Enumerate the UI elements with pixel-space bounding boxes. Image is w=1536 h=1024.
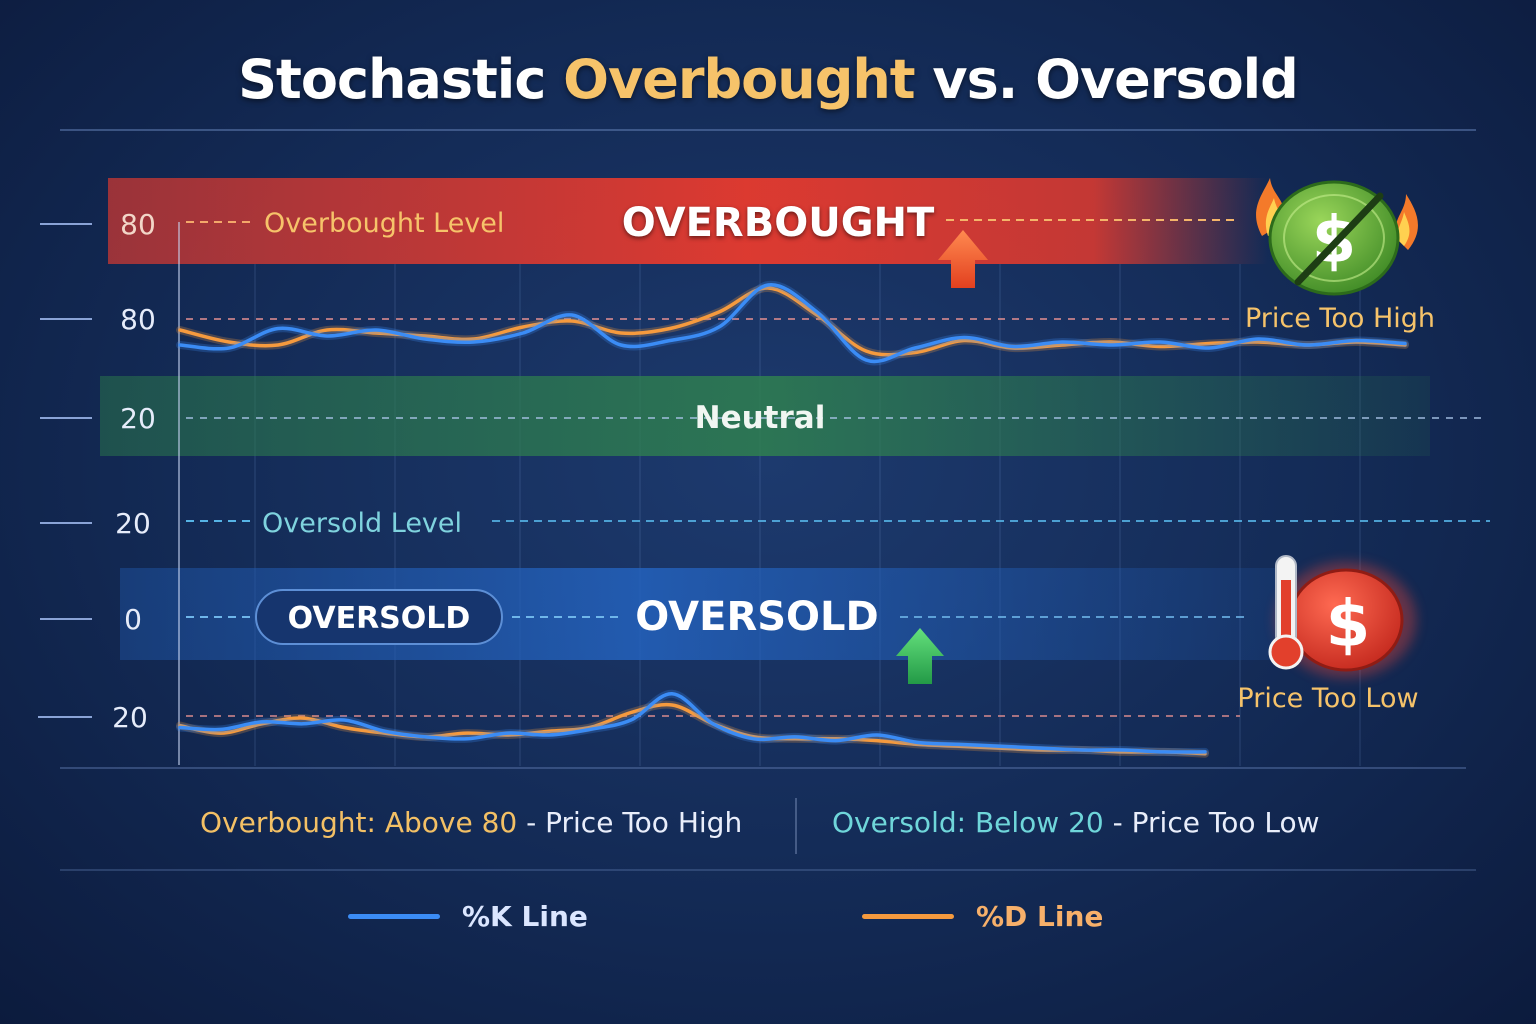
legend-d-line: %D Line: [862, 896, 1103, 936]
y-tick-label: 0: [124, 603, 142, 636]
k-line-glow-upper: [176, 280, 1409, 366]
summary-divider: [795, 798, 797, 854]
price-too-low-label: Price Too Low: [1237, 683, 1418, 714]
overbought-level-label: Overbought Level: [264, 208, 504, 239]
d-line-series-upper: [178, 286, 1407, 357]
overbought-summary-rest: - Price Too High: [517, 806, 743, 839]
legend-d-swatch: [862, 913, 954, 919]
oversold-summary-rest: - Price Too Low: [1103, 806, 1320, 839]
series-layer: [176, 280, 1409, 758]
oversold-badge: [255, 589, 503, 645]
y-tick-label: 20: [112, 701, 148, 734]
oversold-banner: OVERSOLD: [635, 594, 879, 640]
legend-k-swatch: [348, 913, 440, 919]
title-part-1: Stochastic: [238, 48, 564, 111]
legend-k-line: %K Line: [348, 896, 588, 936]
neutral-label: Neutral: [695, 400, 826, 436]
d-line-series-lower: [178, 702, 1207, 756]
up-arrow-icon: [938, 230, 988, 288]
overbought-summary-key: Overbought: Above 80: [200, 806, 518, 839]
y-tick-label: 80: [120, 303, 156, 336]
k-line-series-upper: [178, 283, 1407, 364]
y-tick-label: 20: [115, 507, 151, 540]
y-tick-label: 20: [120, 402, 156, 435]
oversold-summary: Oversold: Below 20 - Price Too Low: [832, 806, 1320, 839]
overbought-banner: OVERBOUGHT: [622, 200, 935, 246]
neutral-zone: [100, 376, 1430, 456]
k-line-series-lower: [178, 692, 1207, 754]
y-axis-ticks: [38, 223, 92, 718]
price-too-high-label: Price Too High: [1245, 303, 1435, 334]
crossed-dollar-coin-fire-icon: $: [1256, 178, 1418, 296]
legend-k-label: %K Line: [462, 899, 588, 933]
up-arrow-icon: [896, 628, 944, 684]
oversold-badge-label: OVERSOLD: [288, 601, 471, 636]
title-highlight: Overbought: [563, 48, 915, 111]
svg-text:$: $: [1326, 588, 1371, 662]
legend-d-label: %D Line: [976, 899, 1104, 933]
k-line-glow-lower: [176, 689, 1209, 757]
chart-title: Stochastic Overbought vs. Oversold: [0, 48, 1536, 111]
oversold-summary-key: Oversold: Below 20: [832, 806, 1104, 839]
y-tick-label: 80: [120, 208, 156, 241]
title-part-2: vs. Oversold: [914, 48, 1298, 111]
overbought-summary: Overbought: Above 80 - Price Too High: [200, 806, 742, 839]
oversold-level-label: Oversold Level: [262, 508, 462, 539]
thermometer-dollar-coin-icon: $: [1268, 555, 1416, 678]
